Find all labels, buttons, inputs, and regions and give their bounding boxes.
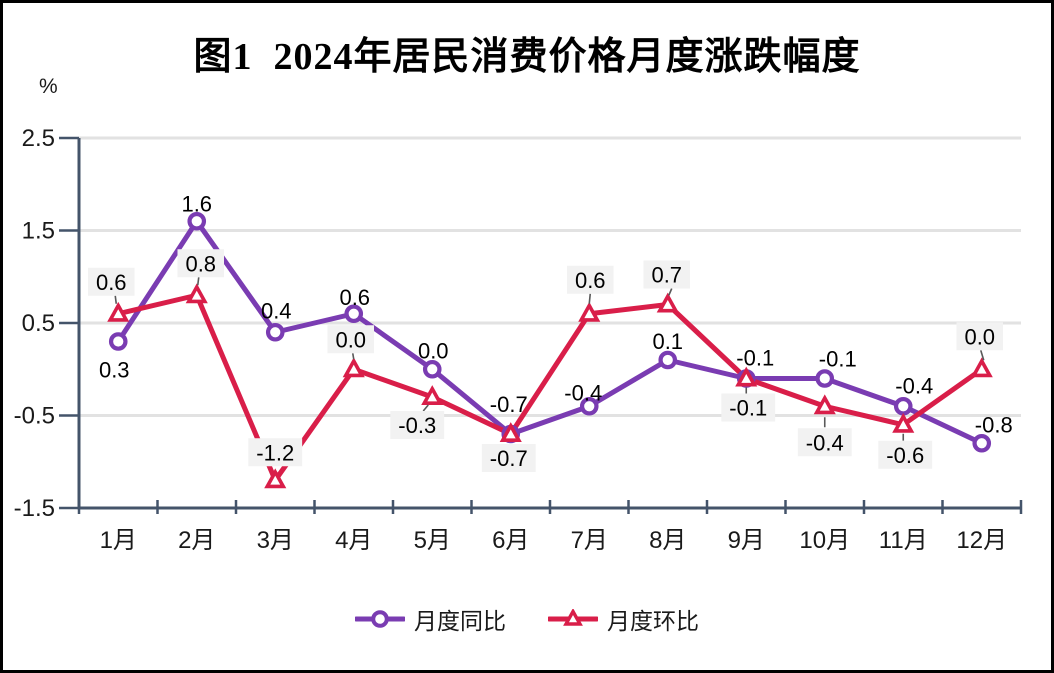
huanbi-data-label: -1.2 — [256, 440, 294, 465]
data-label-leader-line — [351, 353, 355, 360]
tongbi-point-marker — [265, 322, 285, 342]
y-axis-tick-label: -0.5 — [14, 403, 55, 430]
huanbi-data-label-box — [956, 322, 1003, 351]
huanbi-point-marker — [578, 301, 601, 322]
data-label-leader-line — [196, 277, 200, 286]
huanbi-data-label-box — [721, 393, 776, 422]
x-axis-label: 3月 — [257, 527, 294, 554]
x-axis-label: 9月 — [728, 527, 765, 554]
huanbi-point-marker — [264, 468, 287, 489]
tongbi-point-marker — [108, 332, 128, 351]
huanbi-point-marker — [970, 357, 993, 378]
huanbi-data-label-box — [390, 411, 445, 439]
y-axis-tick-label: 0.5 — [22, 310, 55, 337]
huanbi-data-label: 0.8 — [185, 251, 216, 276]
huanbi-data-label: -0.3 — [398, 413, 436, 438]
tongbi-point-marker — [658, 350, 678, 370]
x-axis-label: 12月 — [956, 527, 1007, 554]
tongbi-point-marker — [972, 433, 992, 453]
tongbi-line — [115, 218, 985, 446]
y-axis-unit-label: % — [39, 75, 58, 98]
huanbi-data-label: -0.4 — [806, 430, 844, 455]
huanbi-data-label-box — [878, 440, 933, 469]
tongbi-data-label: 0.4 — [261, 298, 292, 323]
data-label-leader-line — [422, 404, 429, 412]
huanbi-data-label: 0.6 — [575, 268, 606, 293]
y-axis-tick-label: 1.5 — [22, 218, 55, 245]
data-label-leader-line — [668, 288, 673, 296]
data-label-leader-line — [979, 350, 985, 361]
tongbi-point-marker — [187, 211, 207, 231]
triangle-marker-icon — [548, 609, 598, 626]
circle-marker-icon — [355, 610, 405, 628]
huanbi-data-label: 0.0 — [335, 327, 366, 352]
x-axis-label: 7月 — [571, 527, 608, 554]
tongbi-data-label: 0.1 — [652, 329, 683, 354]
huanbi-point-marker — [656, 292, 679, 313]
huanbi-point-marker — [421, 385, 444, 405]
tongbi-data-label: -0.1 — [819, 347, 857, 372]
data-label-leader-line — [588, 293, 592, 304]
huanbi-data-label-box — [177, 249, 224, 278]
x-axis-label: 2月 — [178, 527, 215, 554]
huanbi-point-marker — [107, 301, 130, 322]
huanbi-point-marker — [342, 357, 365, 378]
huanbi-data-label-box — [643, 260, 690, 289]
legend: 月度同比 月度环比 — [3, 602, 1051, 636]
huanbi-point-marker — [892, 412, 915, 433]
tongbi-data-label: -0.4 — [564, 380, 602, 405]
tongbi-point-marker — [893, 396, 913, 416]
legend-label: 月度环比 — [607, 608, 699, 634]
x-axis-label: 8月 — [649, 527, 686, 554]
y-axis-tick-label: -1.5 — [14, 495, 55, 522]
huanbi-data-label-box — [481, 444, 536, 472]
chart-plot-area: 2.5 1.5 0.5 -0.5 -1.5 1月 2月 3月 4月 5月 6月 7月 8月 9月 10月 11… — [14, 125, 1023, 554]
tongbi-data-label: -0.8 — [975, 412, 1013, 437]
tongbi-point-marker — [815, 369, 835, 388]
huanbi-data-label: 0.6 — [96, 270, 127, 295]
tongbi-data-label: 0.0 — [418, 338, 449, 363]
huanbi-data-label: 0.0 — [964, 324, 995, 349]
huanbi-data-label: -0.7 — [490, 446, 528, 471]
tongbi-point-marker — [422, 359, 442, 379]
legend-item-tongbi: 月度同比 — [355, 602, 506, 636]
x-axis-label: 11月 — [879, 527, 928, 554]
chart-title: 图1 2024年居民消费价格月度涨跌幅度 — [193, 36, 861, 78]
tongbi-point-marker — [579, 396, 599, 416]
huanbi-data-label-box — [88, 267, 135, 296]
legend-item-huanbi: 月度环比 — [548, 602, 699, 636]
huanbi-data-label: -0.6 — [886, 443, 924, 468]
data-label-leader-line — [114, 295, 118, 304]
huanbi-data-label: -0.1 — [729, 396, 767, 421]
tongbi-data-label: -0.7 — [490, 392, 528, 417]
x-axis-label: 6月 — [492, 527, 529, 554]
huanbi-data-label-box — [567, 265, 614, 294]
tongbi-data-label: 0.3 — [99, 358, 130, 383]
huanbi-data-label-box — [248, 438, 303, 467]
tongbi-point-marker — [344, 304, 364, 324]
tongbi-data-label: -0.4 — [895, 373, 933, 398]
huanbi-point-marker — [185, 283, 208, 304]
tongbi-data-label: -0.1 — [736, 346, 774, 371]
huanbi-data-label: 0.7 — [651, 263, 682, 288]
legend-label: 月度同比 — [414, 608, 506, 634]
x-axis-label: 4月 — [335, 527, 372, 554]
huanbi-data-label-box — [327, 325, 374, 354]
huanbi-data-label-box — [797, 428, 852, 457]
huanbi-point-marker — [813, 394, 836, 415]
x-axis-label: 1月 — [100, 527, 137, 554]
x-axis-label: 5月 — [414, 527, 451, 554]
huanbi-point-marker — [499, 422, 522, 442]
tongbi-data-label: 1.6 — [181, 191, 212, 216]
x-axis-label: 10月 — [799, 527, 850, 554]
huanbi-point-marker — [735, 366, 758, 387]
tongbi-data-label: 0.6 — [339, 285, 370, 310]
y-axis-tick-label: 2.5 — [22, 125, 55, 152]
